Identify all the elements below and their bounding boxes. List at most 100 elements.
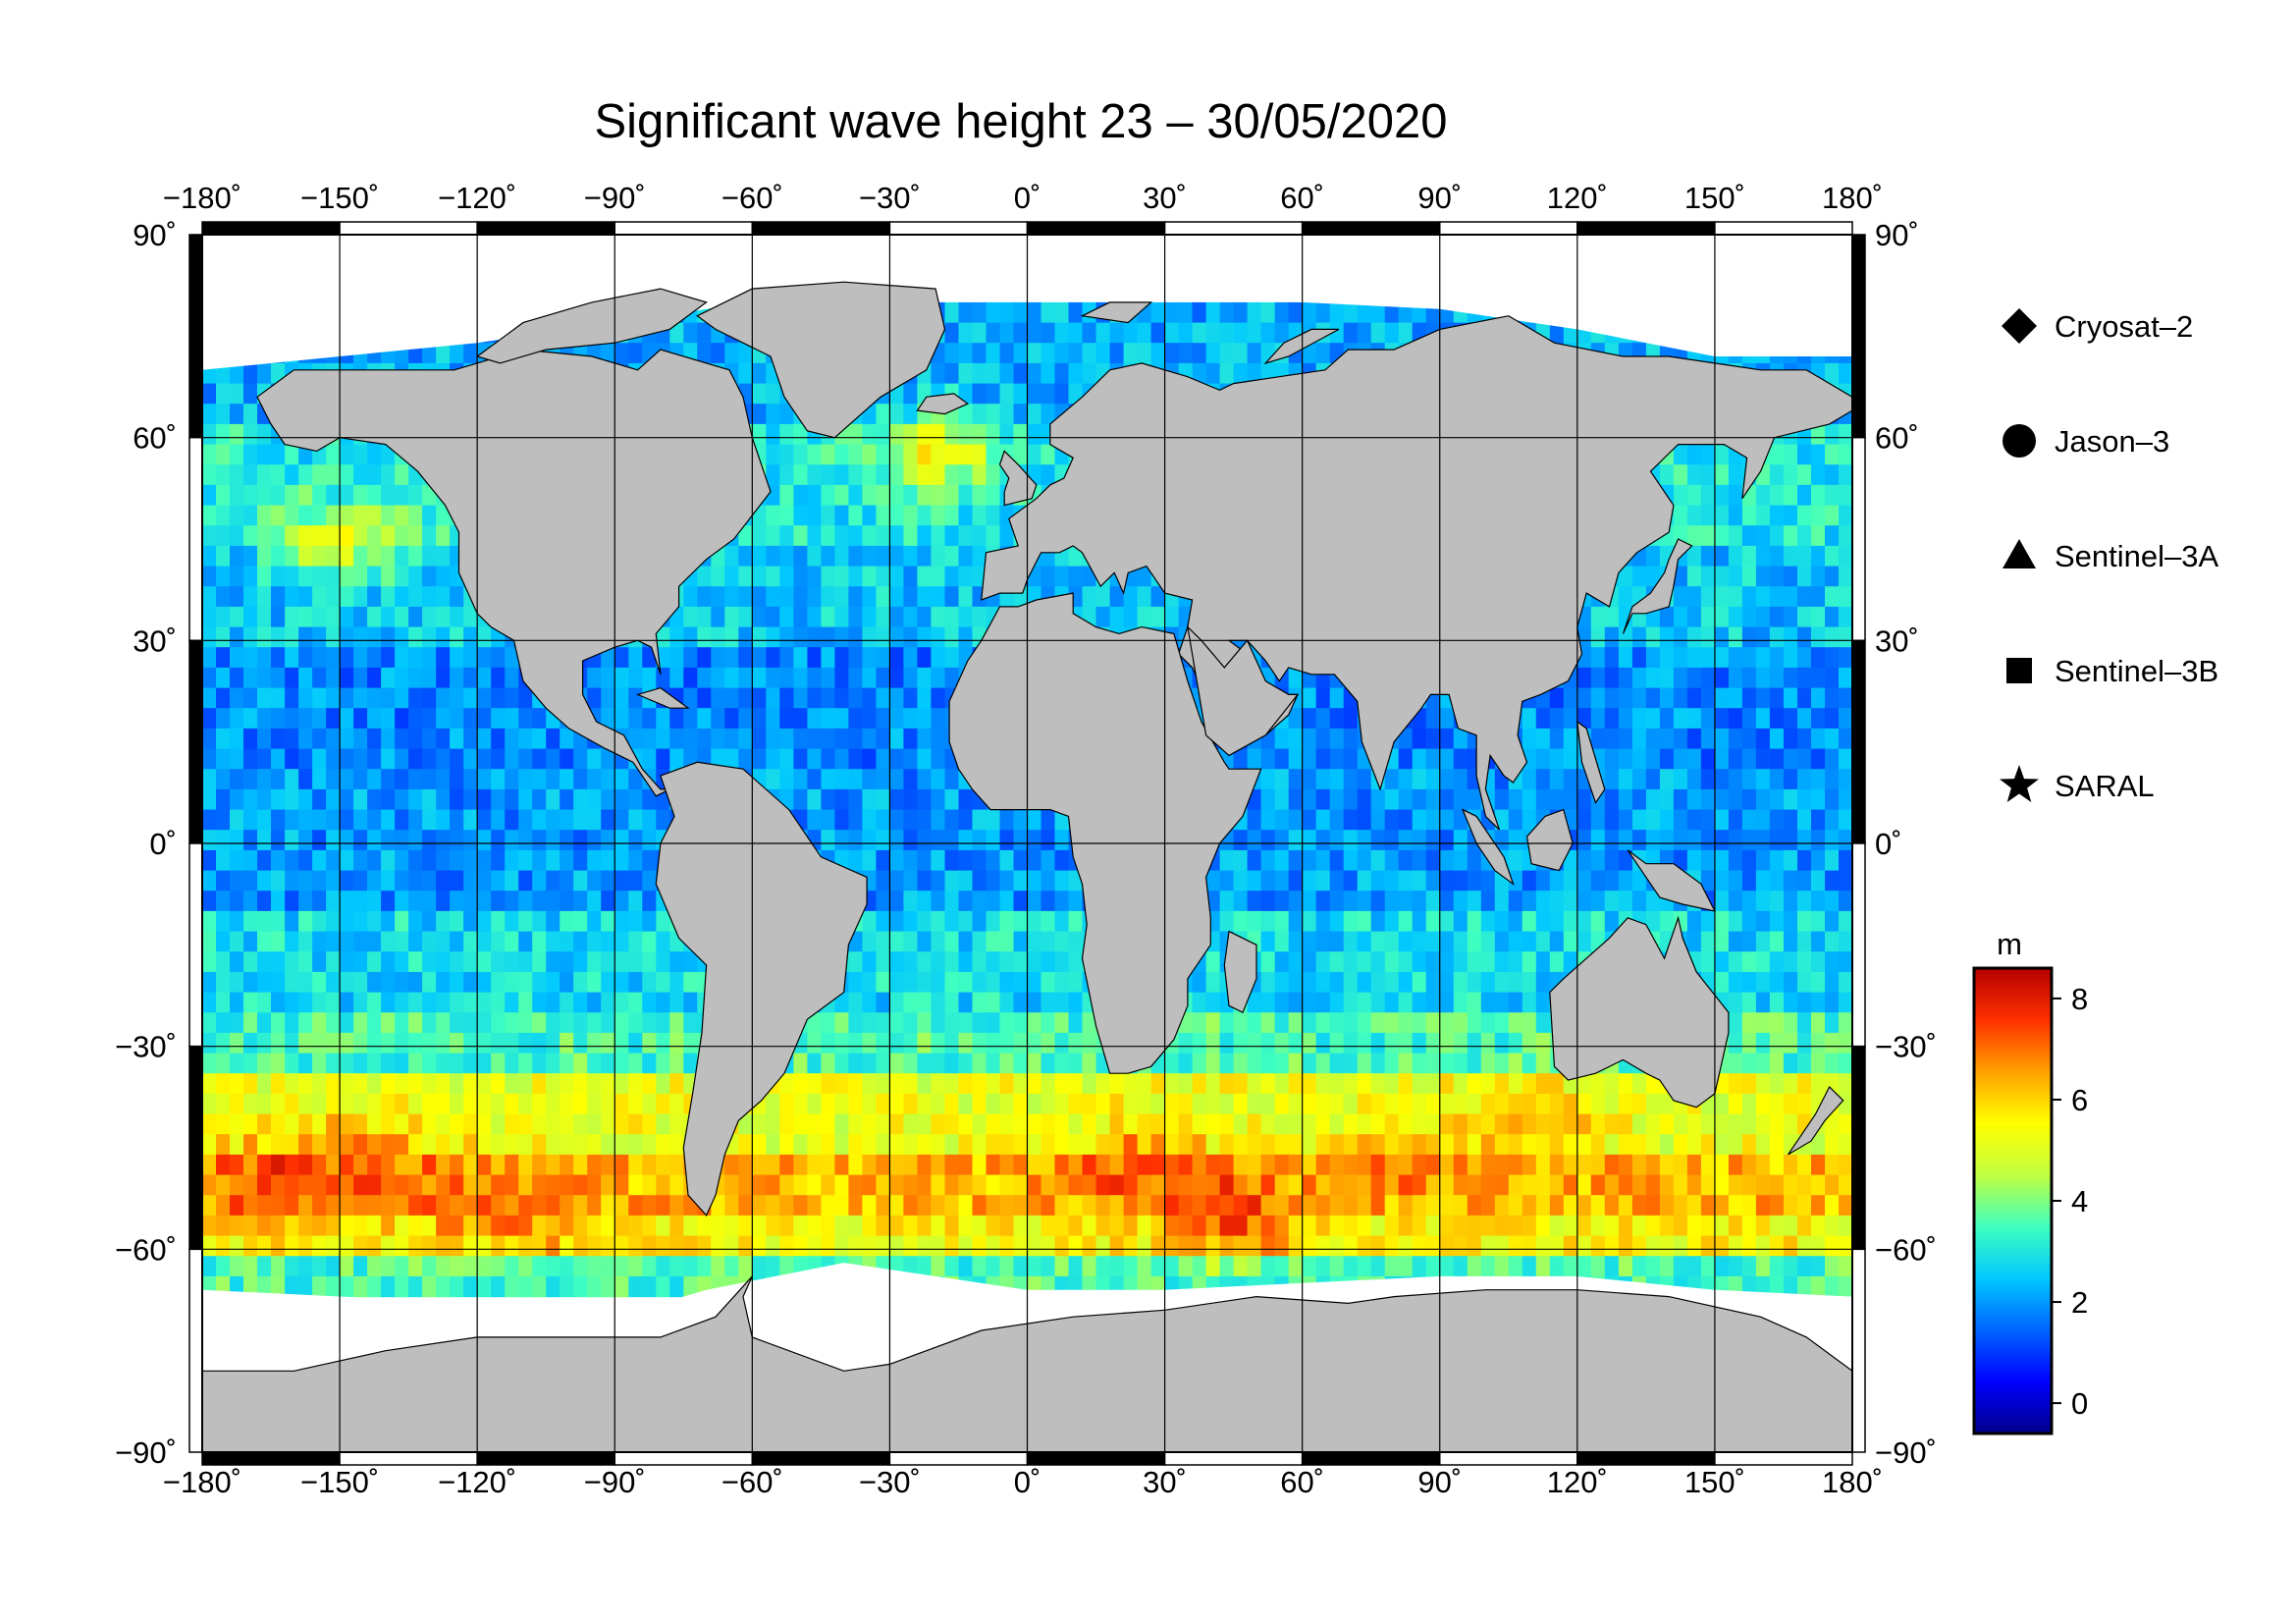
lon-label: 30˚ [1143,181,1187,215]
graticule [202,235,1852,1452]
lon-label: 90˚ [1417,1465,1462,1499]
legend-item: Sentinel–3B [2006,654,2218,688]
land-svalbard [1080,301,1153,324]
land-arabia [1186,624,1300,757]
lon-label: −180˚ [163,181,241,215]
frame-band-bottom [614,1451,754,1466]
frame-band-bottom [339,1451,478,1466]
frame-band-left [188,1045,203,1251]
legend-item: SARAL [2000,765,2155,803]
land-south-america [655,761,868,1217]
frame-band-bottom [888,1451,1029,1466]
frame-band-left [188,1248,203,1453]
lon-label: 30˚ [1143,1465,1187,1499]
lon-label: 120˚ [1547,1465,1608,1499]
colorbar-tick-label: 6 [2071,1083,2088,1117]
land-australia [1549,915,1730,1109]
legend-item: Jason–3 [2002,424,2169,459]
frame-band-bottom [476,1451,615,1466]
lon-label: 0˚ [1014,1465,1041,1499]
lat-label: 90˚ [133,218,177,252]
frame-band-left [188,234,203,439]
frame-band-top [339,221,478,236]
frame-band-left [188,436,203,642]
frame-band-right [1851,1248,1866,1453]
frame-band-right [1851,842,1866,1048]
frame-band-bottom [751,1451,891,1466]
lon-label: −90˚ [584,1465,646,1499]
frame-band-top [1301,221,1441,236]
frame-band-left [188,639,203,844]
legend-label: Sentinel–3A [2055,539,2219,573]
map-frame [188,221,1866,1466]
lon-label: −150˚ [300,181,379,215]
land-new-zealand [1788,1085,1844,1156]
colorbar-scale [1972,966,2054,1435]
frame-band-top [1714,221,1853,236]
lat-labels-left: 90˚ 60˚ 30˚ 0˚ −30˚ −60˚ −90˚ [115,218,177,1470]
frame-band-right [1851,436,1866,642]
lat-label: −30˚ [1875,1030,1937,1064]
chart-title: Significant wave height 23 – 30/05/2020 [594,95,1447,148]
lon-label: 180˚ [1822,181,1883,215]
lon-label: −30˚ [859,1465,921,1499]
lat-label: −90˚ [115,1435,177,1470]
frame-band-right [1851,1045,1866,1251]
frame-band-top [1439,221,1578,236]
lat-label: 30˚ [133,623,177,658]
frame-band-bottom [1301,1451,1441,1466]
legend-label: Sentinel–3B [2055,654,2218,688]
lat-label: −30˚ [115,1030,177,1064]
lon-label: 120˚ [1547,181,1608,215]
triangle-icon [2002,539,2036,568]
lat-label: −60˚ [115,1232,177,1267]
land-madagascar [1223,930,1257,1014]
lat-label: 60˚ [133,421,177,456]
frame-band-top [614,221,754,236]
frame-band-top [201,221,341,236]
colorbar: m 0 2 4 6 8 [1972,927,2088,1435]
land-canadian-arctic [475,288,708,364]
lon-label: 0˚ [1014,181,1041,215]
colorbar-tick-label: 2 [2071,1285,2088,1320]
frame-band-bottom [1439,1451,1578,1466]
colorbar-unit: m [1997,927,2022,961]
legend-item: Cryosat–2 [2002,308,2193,344]
map-border [201,234,1853,1453]
lon-labels-bottom: −180˚ −150˚ −120˚ −90˚ −60˚ −30˚ 0˚ 30˚ 60˚ 90˚ 12… [163,1465,1883,1499]
frame-band-right [1851,234,1866,439]
frame-band-bottom [1026,1451,1166,1466]
colorbar-ticks: 0 2 4 6 8 [2052,982,2088,1421]
legend-label: Jason–3 [2055,424,2169,459]
lat-labels-right: 90˚ 60˚ 30˚ 0˚ −30˚ −60˚ −90˚ [1875,218,1937,1470]
frame-band-top [1163,221,1304,236]
lat-label: 60˚ [1875,421,1919,456]
colorbar-tick-label: 0 [2071,1386,2088,1421]
frame-band-right [1851,639,1866,844]
lat-label: −60˚ [1875,1232,1937,1267]
lon-label: −30˚ [859,181,921,215]
lat-label: −90˚ [1875,1435,1937,1470]
circle-icon [2002,424,2036,458]
lon-label: 60˚ [1280,181,1324,215]
land-greenland [696,281,946,439]
lon-label: −120˚ [438,1465,516,1499]
frame-band-top [888,221,1029,236]
land-iceland [916,393,969,415]
lon-label: 90˚ [1417,181,1462,215]
legend-label: SARAL [2055,769,2155,803]
frame-band-top [751,221,891,236]
lat-label: 0˚ [149,827,177,861]
lon-label: −90˚ [584,181,646,215]
frame-band-top [476,221,615,236]
lon-label: −150˚ [300,1465,379,1499]
frame-band-top [1576,221,1716,236]
land-philippines [1576,720,1606,805]
square-icon [2006,658,2032,683]
satellite-legend: Cryosat–2 Jason–3 Sentinel–3A Sentinel–3B SA… [2000,308,2219,803]
land-north-america [256,349,772,797]
frame-band-bottom [201,1451,341,1466]
colorbar-tick-label: 4 [2071,1184,2088,1218]
frame-band-bottom [1576,1451,1716,1466]
